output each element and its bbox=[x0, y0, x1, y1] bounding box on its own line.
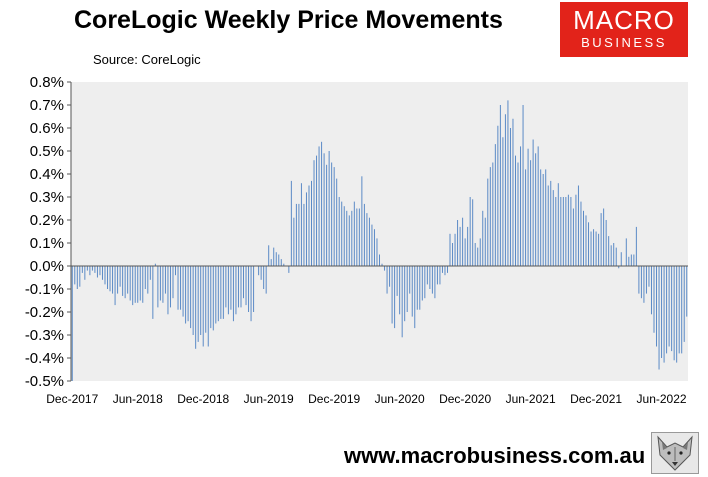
y-tick-label: 0.8% bbox=[30, 74, 64, 91]
x-axis-ticks: Dec-2017 Jun-2018 Dec-2018 Jun-2019 Dec-2019… bbox=[46, 392, 687, 406]
bar-chart: -0.5% -0.4% -0.3% -0.2% -0.1% 0.0% 0.1% 0.2% 0.3… bbox=[25, 74, 688, 406]
x-tick-label: Jun-2018 bbox=[113, 392, 163, 406]
logo-text-business: BUSINESS bbox=[581, 35, 667, 50]
x-tick-label: Dec-2021 bbox=[570, 392, 622, 406]
bar-series bbox=[71, 100, 688, 381]
x-tick-label: Jun-2022 bbox=[637, 392, 687, 406]
x-tick-label: Jun-2021 bbox=[506, 392, 556, 406]
y-axis-ticks: -0.5% -0.4% -0.3% -0.2% -0.1% 0.0% 0.1% 0.2% 0.3… bbox=[25, 74, 71, 390]
chart-title: CoreLogic Weekly Price Movements bbox=[74, 6, 503, 34]
y-tick-label: 0.6% bbox=[30, 120, 64, 137]
y-tick-label: 0.7% bbox=[30, 97, 64, 114]
footer-url: www.macrobusiness.com.au bbox=[344, 443, 646, 468]
logo-text-macro: MACRO bbox=[573, 5, 675, 35]
y-tick-label: 0.1% bbox=[30, 235, 64, 252]
x-tick-label: Jun-2020 bbox=[375, 392, 425, 406]
macrobusiness-logo: MACRO BUSINESS bbox=[560, 2, 688, 57]
y-tick-label: 0.0% bbox=[30, 258, 64, 275]
plot-area bbox=[71, 82, 688, 381]
y-tick-label: -0.2% bbox=[25, 304, 64, 321]
x-tick-label: Dec-2019 bbox=[308, 392, 360, 406]
x-tick-label: Dec-2020 bbox=[439, 392, 491, 406]
y-tick-label: 0.5% bbox=[30, 143, 64, 160]
y-tick-label: 0.2% bbox=[30, 212, 64, 229]
x-tick-label: Jun-2019 bbox=[244, 392, 294, 406]
x-tick-label: Dec-2017 bbox=[46, 392, 98, 406]
y-tick-label: -0.1% bbox=[25, 281, 64, 298]
y-tick-label: -0.3% bbox=[25, 327, 64, 344]
source-note: Source: CoreLogic bbox=[93, 52, 201, 67]
y-tick-label: -0.4% bbox=[25, 350, 64, 367]
y-tick-label: -0.5% bbox=[25, 373, 64, 390]
y-tick-label: 0.4% bbox=[30, 166, 64, 183]
wolf-head-icon bbox=[651, 432, 699, 474]
y-tick-label: 0.3% bbox=[30, 189, 64, 206]
x-tick-label: Dec-2018 bbox=[177, 392, 229, 406]
